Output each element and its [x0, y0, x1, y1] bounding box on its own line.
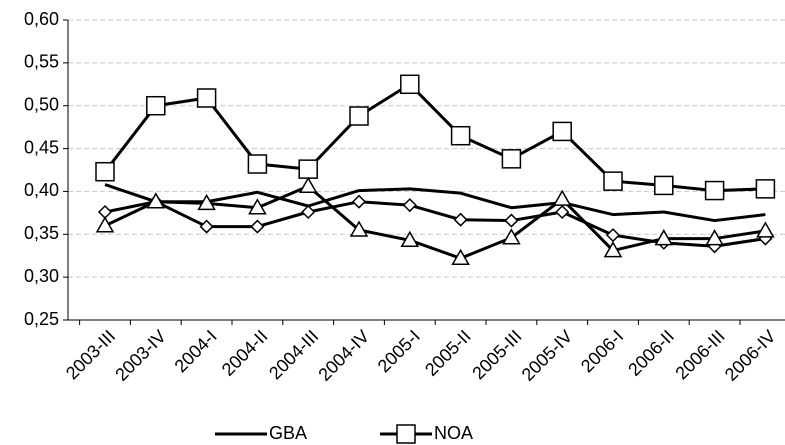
x-tick-label: 2004-I — [171, 326, 221, 376]
data-point — [755, 179, 776, 199]
data-point — [400, 230, 420, 248]
data-point — [603, 171, 623, 191]
data-point — [298, 159, 318, 179]
y-tick-label: 0,35 — [24, 223, 59, 243]
x-tick-label: 2003-IV — [111, 326, 170, 385]
y-tick-label: 0,55 — [24, 52, 59, 72]
data-point — [248, 198, 267, 215]
legend-marker — [396, 424, 416, 444]
data-point — [146, 192, 166, 209]
y-tick-label: 0,45 — [24, 137, 59, 157]
x-tick-label: 2006-II — [624, 326, 678, 380]
x-tick-label: 2004-II — [218, 326, 272, 380]
x-tick-label: 2003-III — [62, 326, 119, 383]
data-point — [196, 88, 217, 108]
data-point — [603, 241, 623, 258]
data-point — [301, 204, 316, 220]
x-tick-label: 2005-II — [421, 326, 475, 380]
data-point — [250, 219, 265, 234]
x-tick-label: 2004-III — [265, 326, 322, 383]
data-point — [97, 204, 113, 220]
data-point — [705, 229, 724, 246]
y-tick-label: 0,50 — [24, 94, 59, 114]
x-tick-label: 2005-I — [374, 326, 424, 376]
data-point — [501, 149, 522, 169]
x-tick-label: 2006-IV — [721, 326, 780, 385]
data-point — [654, 175, 674, 196]
data-point — [555, 204, 570, 220]
data-point — [199, 219, 214, 234]
x-tick-label: 2004-IV — [314, 326, 373, 385]
data-point — [504, 213, 519, 228]
data-point — [502, 228, 521, 245]
data-point — [400, 74, 420, 95]
x-tick-label: 2005-III — [468, 326, 525, 383]
data-point — [453, 212, 468, 227]
data-point — [552, 121, 572, 142]
data-point — [654, 229, 674, 246]
data-point — [349, 106, 369, 126]
x-tick-label: 2006-III — [671, 326, 728, 383]
data-point — [402, 198, 417, 213]
data-point — [351, 194, 367, 209]
data-point — [605, 228, 621, 243]
data-point — [95, 161, 115, 182]
data-point — [450, 125, 471, 146]
data-point — [451, 248, 470, 266]
data-point — [247, 154, 268, 174]
series-line — [104, 184, 766, 260]
series-line — [104, 183, 766, 223]
data-point — [298, 176, 318, 194]
legend-label: GBA — [269, 423, 307, 443]
y-tick-label: 0,25 — [24, 309, 59, 329]
data-point — [704, 180, 725, 201]
x-tick-label: 2005-IV — [518, 326, 577, 385]
x-tick-label: 2006-I — [577, 326, 627, 376]
y-tick-label: 0,40 — [24, 180, 59, 200]
y-tick-label: 0,60 — [24, 9, 59, 29]
data-point — [756, 221, 775, 238]
data-point — [349, 220, 369, 237]
data-point — [552, 189, 572, 206]
data-point — [146, 95, 166, 116]
legend-label: NOA — [434, 423, 473, 443]
data-point — [95, 216, 115, 233]
data-point — [197, 193, 216, 211]
y-tick-label: 0,30 — [24, 266, 59, 286]
